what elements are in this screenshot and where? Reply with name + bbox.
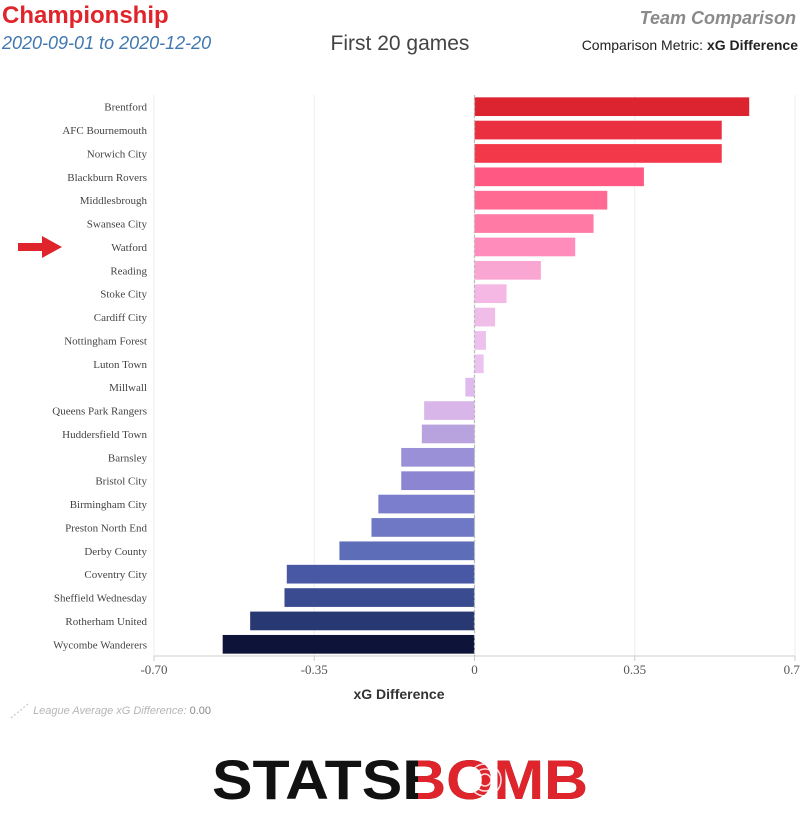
- bar: [378, 494, 475, 514]
- bar: [474, 354, 484, 374]
- target-rings-icon: [468, 763, 502, 797]
- category-label: Swansea City: [87, 219, 148, 231]
- bar: [474, 260, 541, 280]
- category-label: Coventry City: [84, 569, 147, 581]
- category-label: Norwich City: [87, 148, 148, 160]
- bar: [339, 541, 475, 561]
- x-tick-label: 0: [471, 662, 478, 677]
- category-label: Brentford: [104, 102, 147, 114]
- category-label: Bristol City: [95, 476, 147, 488]
- category-label: Cardiff City: [94, 312, 148, 324]
- x-tick-label: -0.70: [140, 662, 167, 677]
- bar-series: [222, 97, 750, 654]
- logo-text-red: STATSBOMB: [212, 752, 588, 806]
- date-range: 2020-09-01 to 2020-12-20: [2, 33, 212, 53]
- bar: [474, 190, 608, 210]
- category-label: Luton Town: [93, 359, 147, 371]
- x-tick-label: -0.35: [301, 662, 328, 677]
- bar: [474, 237, 576, 257]
- category-label: Wycombe Wanderers: [53, 639, 147, 651]
- bar: [474, 167, 644, 187]
- bar: [474, 284, 507, 304]
- bar: [371, 518, 475, 537]
- avg-label: League Average xG Difference:: [33, 704, 190, 717]
- category-label: Barnsley: [108, 452, 148, 464]
- x-tick-label: 0.35: [623, 662, 646, 677]
- comparison-metric: Comparison Metric: xG Difference: [582, 37, 798, 53]
- category-label: Watford: [111, 242, 147, 254]
- metric-name: xG Difference: [706, 37, 798, 53]
- statsbomb-logo: STATSBOMB STATSBOMB: [212, 752, 588, 806]
- chart-subtitle: First 20 games: [330, 32, 470, 55]
- bar: [401, 471, 475, 491]
- category-label: Reading: [110, 265, 147, 277]
- bar: [286, 564, 475, 584]
- x-axis: -0.70 -0.35 0 0.35 0.70: [140, 655, 800, 677]
- arrow-icon: [18, 235, 62, 258]
- bar: [465, 377, 475, 397]
- category-label: Rotherham United: [65, 616, 147, 628]
- league-average-legend: League Average xG Difference: 0.00: [10, 703, 211, 719]
- bar: [284, 588, 475, 607]
- category-label: Blackburn Rovers: [67, 172, 147, 184]
- category-label: AFC Bournemouth: [62, 125, 147, 137]
- logo-text: STATSBOMB: [212, 752, 588, 806]
- bar: [474, 214, 594, 233]
- category-labels: Brentford AFC Bournemouth Norwich City Blac…: [52, 102, 147, 652]
- category-label: Derby County: [84, 546, 147, 558]
- bar: [250, 611, 475, 631]
- category-label: Sheffield Wednesday: [54, 593, 148, 605]
- category-label: Queens Park Rangers: [52, 406, 147, 418]
- dashed-line-icon: [10, 703, 29, 719]
- highlight-arrow-icon: [18, 235, 62, 258]
- category-label: Birmingham City: [70, 499, 148, 511]
- category-label: Preston North End: [65, 522, 147, 534]
- bar: [474, 97, 750, 117]
- x-tick-label: 0.70: [784, 662, 800, 677]
- bar: [474, 120, 722, 140]
- bar: [474, 307, 496, 327]
- bar: [421, 424, 475, 444]
- category-label: Stoke City: [100, 289, 147, 301]
- bar: [474, 144, 722, 163]
- league-title: Championship: [2, 2, 169, 29]
- category-label: Middlesbrough: [80, 195, 148, 207]
- category-label: Millwall: [109, 382, 147, 394]
- bar: [401, 447, 475, 467]
- avg-value: 0.00: [189, 704, 212, 717]
- category-label: Huddersfield Town: [62, 429, 147, 441]
- category-label: Nottingham Forest: [64, 335, 147, 347]
- bar: [474, 331, 486, 350]
- bar-chart: Brentford AFC Bournemouth Norwich City Blac…: [18, 95, 800, 700]
- mode-title: Team Comparison: [639, 8, 796, 28]
- x-axis-label: xG Difference: [353, 686, 444, 700]
- metric-label: Comparison Metric:: [581, 37, 707, 53]
- bar: [424, 401, 475, 420]
- bar: [222, 634, 475, 654]
